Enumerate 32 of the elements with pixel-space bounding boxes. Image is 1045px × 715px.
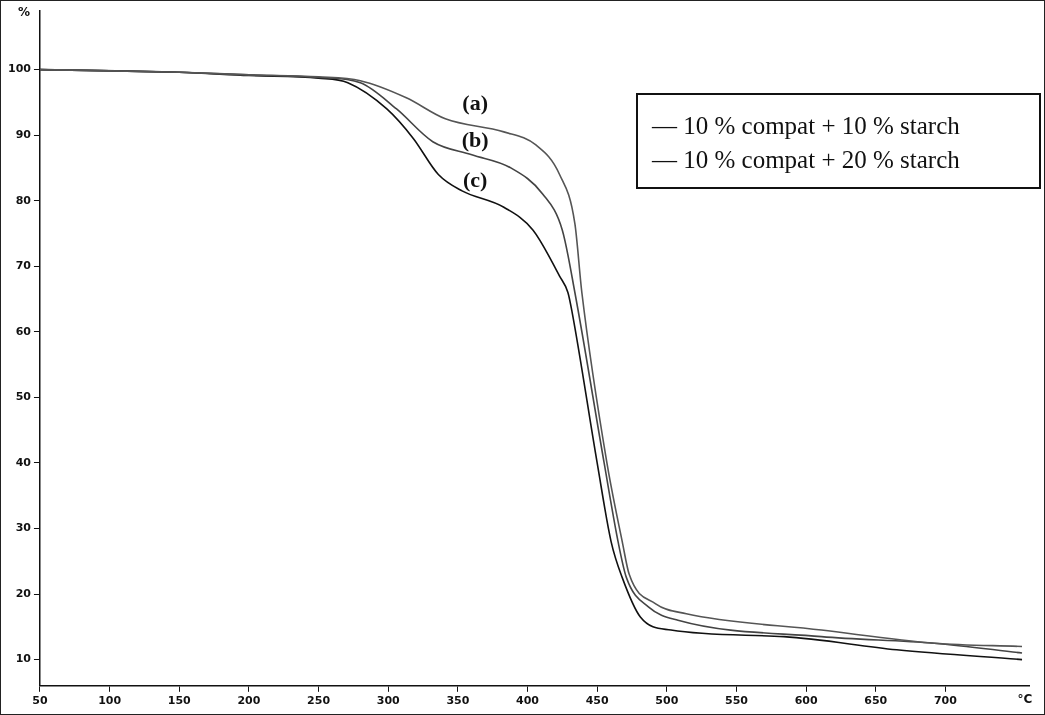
annotation: — 10 % compat + 20 % starch <box>652 145 961 175</box>
x-tick-label: 250 <box>307 694 331 708</box>
y-tick-label: 40 <box>15 455 32 469</box>
x-tick-label: 500 <box>655 694 679 708</box>
y-tick-label: 90 <box>15 128 32 142</box>
y-tick-label: 70 <box>15 259 32 273</box>
x-tick-label: 650 <box>864 694 888 708</box>
y-tick-label: 60 <box>15 324 32 338</box>
y-tick-label: 100 <box>7 62 32 76</box>
x-tick-label: 300 <box>376 694 401 708</box>
x-tick-label: 350 <box>446 694 470 708</box>
series-label: (b) <box>461 126 489 152</box>
y-axis-title: % <box>17 5 30 20</box>
x-axis-title: °C <box>1017 691 1033 706</box>
y-tick-label: 30 <box>15 521 32 535</box>
x-tick-label: 600 <box>794 694 818 708</box>
note-box: — 10 % compat + 10 % starch — 10 % compat + 20 % starch <box>636 93 1041 189</box>
series-label: (c) <box>462 166 488 192</box>
x-tick-label: 700 <box>933 694 958 708</box>
annotation: — 10 % compat + 10 % starch <box>652 111 961 141</box>
y-tick-label: 80 <box>15 193 32 207</box>
y-tick-label: 10 <box>15 652 32 666</box>
x-tick-label: 200 <box>237 694 261 708</box>
x-tick-label: 50 <box>32 694 48 708</box>
series-label: (a) <box>462 90 488 116</box>
y-tick-label: 50 <box>15 390 32 404</box>
x-tick-label: 550 <box>724 694 749 708</box>
y-tick-label: 20 <box>15 586 32 600</box>
x-tick-label: 450 <box>585 694 609 708</box>
x-tick-label: 100 <box>98 694 122 708</box>
x-tick-label: 150 <box>167 694 192 708</box>
x-tick-label: 400 <box>516 694 540 708</box>
